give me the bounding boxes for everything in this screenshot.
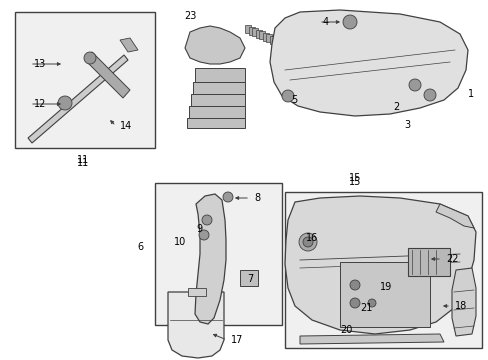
Polygon shape [168,292,224,358]
Bar [407,248,449,276]
Circle shape [408,79,420,91]
Circle shape [367,299,375,307]
Text: 12: 12 [34,99,46,109]
Bar [248,27,254,35]
Text: 8: 8 [253,193,260,203]
Bar [244,25,250,33]
Polygon shape [120,38,138,52]
Polygon shape [85,52,130,98]
Polygon shape [435,204,473,228]
Text: 3: 3 [403,120,409,130]
Bar [285,192,481,348]
Bar [15,12,155,148]
Bar [186,118,244,128]
Polygon shape [28,55,128,143]
Circle shape [199,230,208,240]
Circle shape [223,192,232,202]
Bar [259,31,265,39]
Bar [187,288,205,296]
Bar [263,32,268,40]
Polygon shape [299,334,443,344]
Text: 23: 23 [183,11,196,21]
Text: 19: 19 [379,282,391,292]
Circle shape [282,90,293,102]
Circle shape [303,237,312,247]
Text: 6: 6 [137,242,142,252]
Text: 15: 15 [348,173,361,183]
Circle shape [349,298,359,308]
Bar [155,183,282,325]
Circle shape [84,52,96,64]
Bar [240,270,258,286]
Circle shape [349,280,359,290]
Text: 15: 15 [348,177,361,187]
Bar [189,106,244,118]
Polygon shape [195,194,225,324]
Text: 22: 22 [445,254,458,264]
Polygon shape [184,26,244,64]
Text: 11: 11 [77,155,89,165]
Circle shape [298,233,316,251]
Text: 21: 21 [359,303,372,313]
Circle shape [202,215,212,225]
Bar [339,262,429,327]
Text: 14: 14 [120,121,132,131]
Bar [191,94,244,106]
Bar [193,82,244,94]
Circle shape [58,96,72,110]
Text: 20: 20 [339,325,352,335]
Text: 10: 10 [174,237,186,247]
Bar [195,68,244,82]
Polygon shape [269,10,467,116]
Text: 13: 13 [34,59,46,69]
Bar [252,28,258,36]
Text: 9: 9 [196,224,202,234]
Text: 16: 16 [305,233,318,243]
Text: 11: 11 [77,158,89,168]
Text: 5: 5 [290,95,297,105]
Text: 4: 4 [323,17,328,27]
Bar [266,34,272,42]
Text: 17: 17 [230,335,243,345]
Bar [255,30,261,37]
Polygon shape [285,196,475,334]
Bar [269,36,275,44]
Polygon shape [451,268,475,336]
Circle shape [423,89,435,101]
Text: 2: 2 [392,102,398,112]
Circle shape [342,15,356,29]
Text: 7: 7 [246,274,253,284]
Text: 18: 18 [454,301,467,311]
Text: 1: 1 [467,89,473,99]
